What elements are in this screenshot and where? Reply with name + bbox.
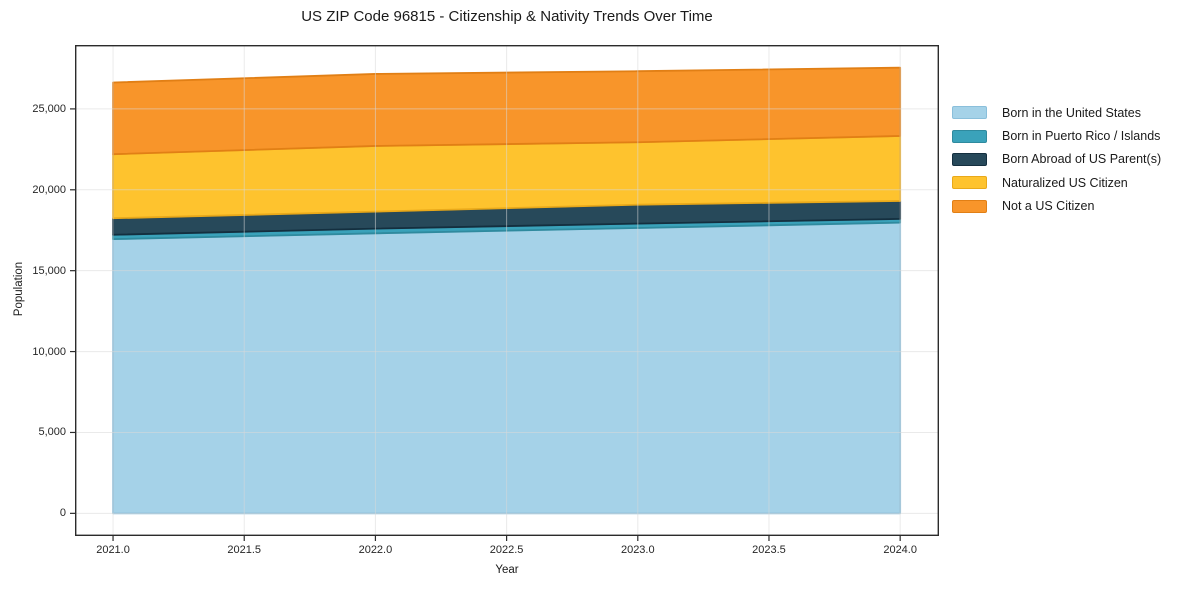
y-tick-label: 25,000: [32, 102, 66, 115]
legend: Born in the United States Born in Puerto …: [952, 101, 1161, 218]
legend-item-0: Born in the United States: [952, 101, 1161, 124]
y-tick-label: 10,000: [32, 345, 66, 358]
plot-area: [70, 45, 939, 541]
legend-label: Naturalized US Citizen: [1002, 175, 1128, 190]
legend-swatch: [952, 129, 987, 143]
x-tick-label: 2023.5: [752, 544, 786, 556]
legend-item-2: Born Abroad of US Parent(s): [952, 148, 1161, 171]
legend-swatch: [952, 106, 987, 120]
legend-swatch: [952, 152, 987, 166]
x-tick-label: 2021.0: [96, 544, 130, 556]
y-tick-label: 0: [59, 507, 66, 520]
legend-item-3: Naturalized US Citizen: [952, 171, 1161, 194]
legend-swatch: [952, 199, 987, 213]
legend-item-4: Not a US Citizen: [952, 195, 1161, 218]
x-axis-label: Year: [495, 564, 519, 576]
legend-label: Born Abroad of US Parent(s): [1002, 152, 1162, 167]
legend-label: Born in Puerto Rico / Islands: [1002, 129, 1161, 144]
legend-label: Not a US Citizen: [1002, 199, 1095, 214]
y-tick-label: 20,000: [32, 183, 66, 196]
legend-item-1: Born in Puerto Rico / Islands: [952, 124, 1161, 147]
chart-title: US ZIP Code 96815 - Citizenship & Nativi…: [301, 8, 713, 25]
x-tick-label: 2022.5: [489, 544, 524, 556]
x-tick-label: 2024.0: [883, 544, 917, 556]
legend-swatch: [952, 176, 987, 190]
x-tick-label: 2023.0: [620, 544, 655, 556]
x-tick-label: 2021.5: [227, 544, 262, 556]
x-tick-label: 2022.0: [358, 544, 393, 556]
y-tick-label: 15,000: [32, 264, 66, 277]
axes-spines: [74, 45, 939, 537]
legend-label: Born in the United States: [1002, 105, 1141, 120]
y-axis-label: Population: [13, 261, 25, 317]
y-tick-label: 5,000: [38, 426, 66, 439]
